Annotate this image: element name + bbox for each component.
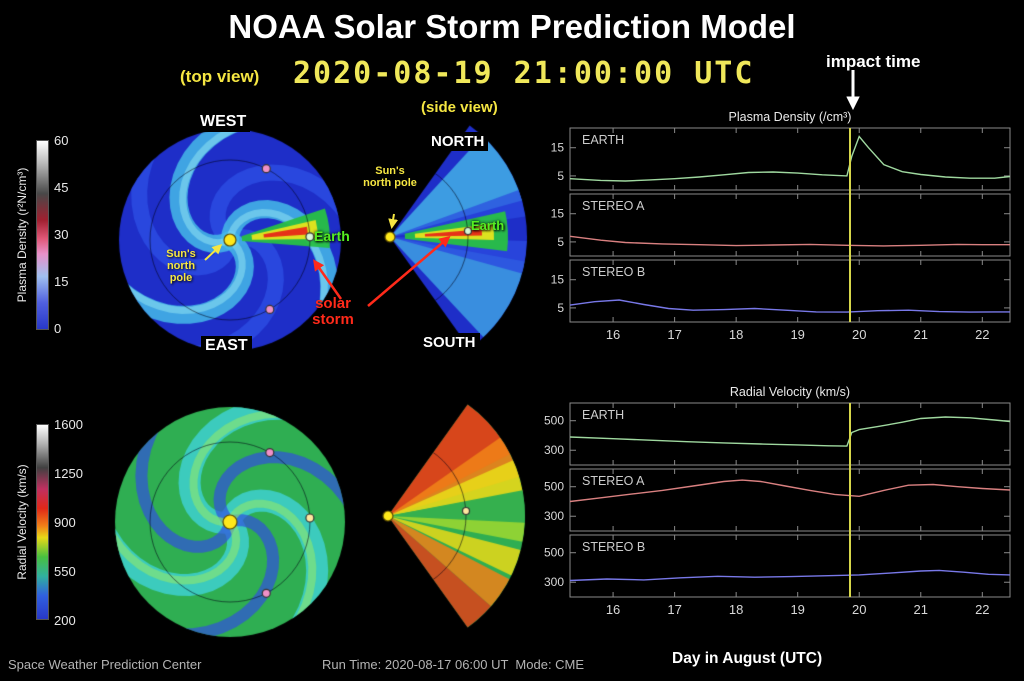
sun-north-pole-label-side: Sun's north pole xyxy=(363,165,417,189)
svg-text:20: 20 xyxy=(852,602,866,617)
svg-text:300: 300 xyxy=(544,575,564,589)
svg-text:500: 500 xyxy=(544,414,564,428)
svg-text:300: 300 xyxy=(544,443,564,457)
svg-text:16: 16 xyxy=(606,327,620,342)
svg-text:EARTH: EARTH xyxy=(582,133,624,147)
radial-velocity-side-view xyxy=(376,402,528,640)
radial-velocity-top-view xyxy=(114,406,346,638)
density-cbar-tick: 0 xyxy=(54,321,62,336)
svg-text:5: 5 xyxy=(557,301,564,315)
earth-label-top: Earth xyxy=(314,228,350,244)
radial-velocity-time-series: Radial Velocity (km/s) 300 500 EARTH 300 500 S… xyxy=(544,385,1011,617)
velocity-cbar-tick: 200 xyxy=(54,613,76,628)
svg-text:STEREO A: STEREO A xyxy=(582,474,645,488)
svg-text:18: 18 xyxy=(729,602,743,617)
footer-center-name: Space Weather Prediction Center xyxy=(8,657,202,672)
svg-text:21: 21 xyxy=(914,327,928,342)
radial-velocity-colorbar-label: Radial Velocity (km/s) xyxy=(15,464,29,580)
plasma-density-side-view xyxy=(378,118,530,356)
model-datetime: 2020-08-19 21:00:00 UTC xyxy=(293,56,755,91)
svg-text:16: 16 xyxy=(606,602,620,617)
svg-text:17: 17 xyxy=(667,327,681,342)
svg-text:300: 300 xyxy=(544,509,564,523)
earth-label-side: Earth xyxy=(471,218,505,233)
plasma-density-colorbar xyxy=(36,140,49,330)
svg-text:20: 20 xyxy=(852,327,866,342)
density-cbar-tick: 45 xyxy=(54,180,69,195)
svg-text:21: 21 xyxy=(914,602,928,617)
plasma-density-top-view xyxy=(118,128,342,352)
plasma-density-colorbar-label: Plasma Density (r²N/cm³) xyxy=(15,167,29,303)
x-axis-label: Day in August (UTC) xyxy=(672,650,823,667)
svg-text:STEREO B: STEREO B xyxy=(582,540,645,554)
side-view-label: (side view) xyxy=(421,99,498,116)
compass-west: WEST xyxy=(196,112,251,132)
solar-storm-label: solar storm xyxy=(312,295,354,328)
impact-time-label: impact time xyxy=(826,52,921,71)
svg-text:15: 15 xyxy=(551,207,565,221)
svg-text:17: 17 xyxy=(667,602,681,617)
svg-text:5: 5 xyxy=(557,169,564,183)
svg-text:STEREO B: STEREO B xyxy=(582,265,645,279)
radial-velocity-colorbar xyxy=(36,424,49,620)
svg-text:500: 500 xyxy=(544,546,564,560)
velocity-cbar-tick: 1250 xyxy=(54,466,83,481)
svg-text:Radial Velocity (km/s): Radial Velocity (km/s) xyxy=(730,385,850,399)
compass-south: SOUTH xyxy=(419,333,480,352)
top-view-label: (top view) xyxy=(180,67,260,86)
svg-text:15: 15 xyxy=(551,141,565,155)
velocity-cbar-tick: 550 xyxy=(54,564,76,579)
svg-text:18: 18 xyxy=(729,327,743,342)
svg-text:5: 5 xyxy=(557,235,564,249)
density-cbar-tick: 15 xyxy=(54,274,69,289)
density-cbar-tick: 30 xyxy=(54,227,69,242)
footer-run-time: Run Time: 2020-08-17 06:00 UT Mode: CME xyxy=(322,657,585,672)
svg-text:STEREO A: STEREO A xyxy=(582,199,645,213)
svg-text:EARTH: EARTH xyxy=(582,408,624,422)
velocity-cbar-tick: 1600 xyxy=(54,417,83,432)
svg-text:500: 500 xyxy=(544,480,564,494)
plasma-density-time-series: Plasma Density (/cm³) 5 15 EARTH 5 15 STEREO A… xyxy=(551,110,1011,342)
svg-text:19: 19 xyxy=(790,602,804,617)
sun-north-pole-label-top: Sun's north pole xyxy=(166,248,196,284)
svg-text:22: 22 xyxy=(975,327,989,342)
compass-north: NORTH xyxy=(427,132,489,151)
compass-east: EAST xyxy=(201,336,252,356)
page-title: NOAA Solar Storm Prediction Model xyxy=(228,8,796,45)
svg-text:22: 22 xyxy=(975,602,989,617)
velocity-cbar-tick: 900 xyxy=(54,515,76,530)
density-cbar-tick: 60 xyxy=(54,133,69,148)
svg-text:Plasma Density (/cm³): Plasma Density (/cm³) xyxy=(729,110,852,124)
svg-text:15: 15 xyxy=(551,273,565,287)
svg-text:19: 19 xyxy=(790,327,804,342)
